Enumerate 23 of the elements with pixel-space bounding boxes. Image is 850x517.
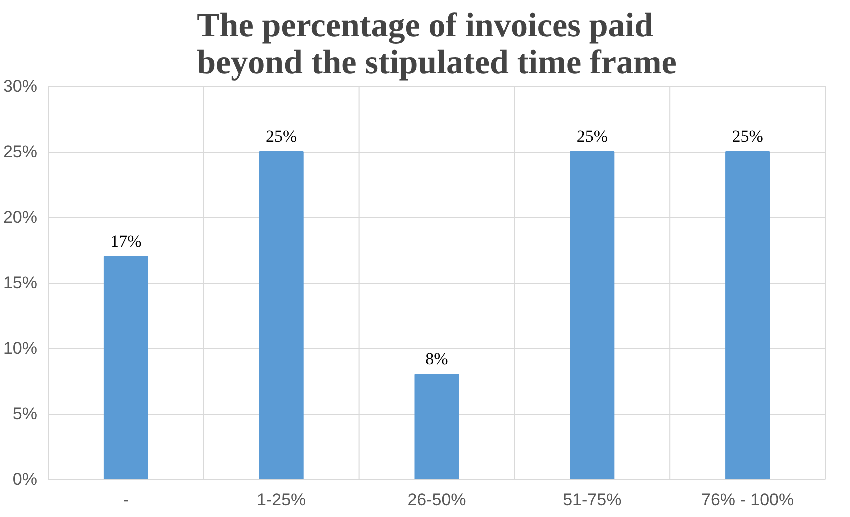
data-label: 17% bbox=[110, 232, 142, 251]
y-tick-label: 10% bbox=[3, 339, 38, 358]
bar bbox=[726, 152, 770, 480]
data-label: 25% bbox=[266, 127, 298, 146]
x-tick-label: 51-75% bbox=[563, 490, 622, 510]
x-tick-label: 1-25% bbox=[257, 490, 306, 510]
y-tick-label: 20% bbox=[3, 208, 38, 227]
data-label: 25% bbox=[732, 127, 764, 146]
y-tick-label: 0% bbox=[12, 470, 38, 489]
data-label: 25% bbox=[576, 127, 608, 146]
bar bbox=[259, 152, 304, 480]
data-label: 8% bbox=[426, 350, 448, 369]
x-tick-label: - bbox=[123, 490, 130, 510]
y-tick-label: 15% bbox=[3, 274, 38, 292]
bar bbox=[104, 256, 148, 480]
x-tick-label: 26-50% bbox=[408, 490, 466, 510]
y-tick-label: 5% bbox=[12, 404, 38, 424]
x-tick-label: 76% - 100% bbox=[701, 490, 794, 510]
y-tick-label: 25% bbox=[3, 142, 38, 162]
y-tick-label: 30% bbox=[3, 77, 38, 96]
bar bbox=[414, 374, 460, 480]
chart-title: The percentage of invoices paid beyond the stipulated time frame bbox=[197, 8, 677, 82]
bar bbox=[570, 152, 615, 480]
